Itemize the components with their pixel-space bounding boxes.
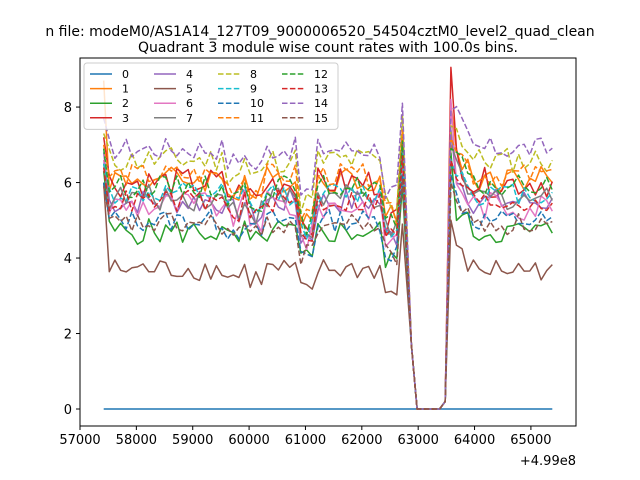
x-tick-label: 58000	[116, 433, 157, 448]
axes-frame	[79, 57, 577, 427]
legend-label-9: 9	[250, 83, 257, 96]
legend-box	[83, 62, 339, 130]
series-line-6	[102, 98, 553, 410]
series-line-8	[102, 113, 553, 410]
x-tick-label: 62000	[341, 433, 382, 448]
legend-label-0: 0	[122, 68, 129, 81]
series-line-13	[102, 155, 553, 410]
legend-label-10: 10	[250, 97, 264, 110]
x-tick-label: 60000	[228, 433, 269, 448]
y-axis: 0 2 4 6 8	[64, 101, 80, 418]
x-tick-label: 57000	[59, 433, 100, 448]
legend-label-1: 1	[122, 83, 129, 96]
legend-label-6: 6	[186, 97, 193, 110]
x-tick-label: 63000	[398, 433, 439, 448]
legend-label-8: 8	[250, 68, 257, 81]
x-tick-label: 61000	[285, 433, 326, 448]
chart-title: Quadrant 3 module wise count rates with …	[138, 40, 518, 56]
x-offset-label: +4.99e8	[520, 454, 576, 469]
legend-label-2: 2	[122, 97, 129, 110]
series-line-10	[102, 174, 553, 410]
x-axis: 57000 58000 59000 60000 61000 62000 63000 64000…	[59, 426, 552, 448]
y-tick-label: 0	[64, 403, 72, 418]
series-line-12	[102, 140, 553, 410]
legend-label-5: 5	[186, 83, 193, 96]
series-line-7	[102, 144, 553, 410]
series-line-2	[102, 151, 553, 410]
legend-label-13: 13	[314, 83, 328, 96]
series-line-14	[102, 102, 553, 410]
legend-label-15: 15	[314, 112, 328, 125]
chart-suptitle: n file: modeM0/AS1A14_127T09_9000006520_…	[45, 24, 594, 40]
legend-label-7: 7	[186, 112, 193, 125]
y-tick-label: 2	[64, 328, 72, 343]
series-layer	[102, 66, 554, 410]
x-tick-label: 65000	[510, 433, 551, 448]
x-tick-label: 59000	[172, 433, 213, 448]
series-line-5	[102, 182, 553, 410]
y-tick-label: 6	[64, 177, 72, 192]
legend-label-12: 12	[314, 68, 328, 81]
series-line-11	[102, 128, 553, 410]
legend-label-14: 14	[314, 97, 328, 110]
y-tick-label: 8	[64, 101, 72, 116]
y-tick-label: 4	[64, 252, 72, 267]
legend-label-4: 4	[186, 68, 193, 81]
x-tick-label: 64000	[454, 433, 495, 448]
legend-label-11: 11	[250, 112, 264, 125]
legend-label-3: 3	[122, 112, 129, 125]
series-line-9	[102, 147, 553, 410]
series-line-15	[102, 178, 553, 410]
